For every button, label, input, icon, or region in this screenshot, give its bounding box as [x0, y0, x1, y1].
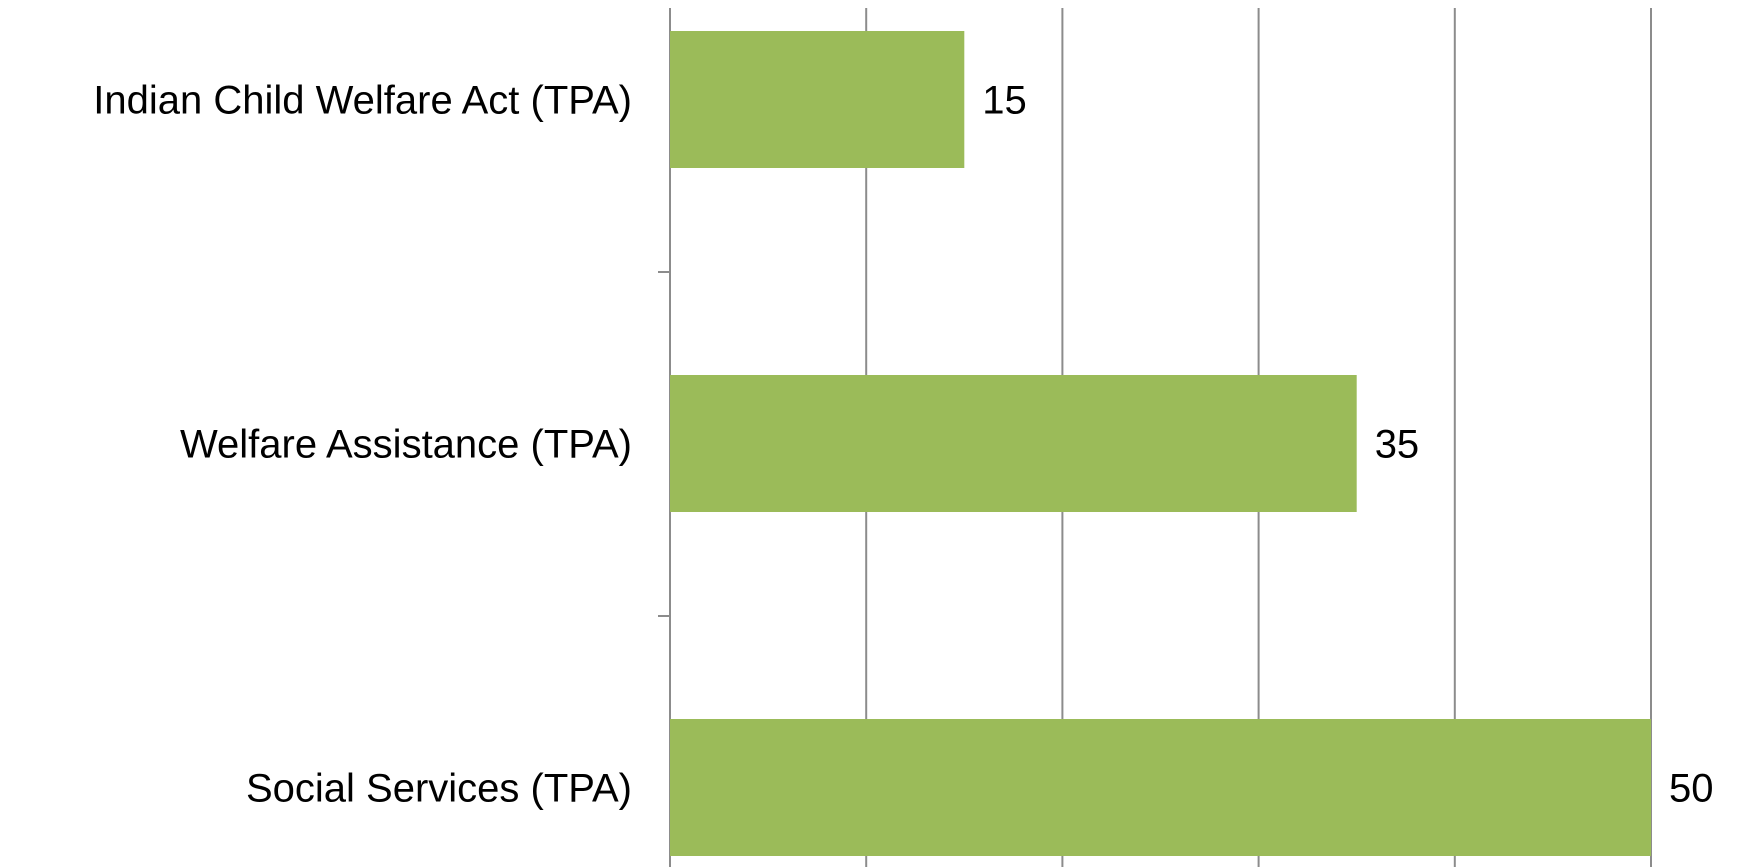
category-label: Welfare Assistance (TPA): [180, 423, 632, 467]
value-label: 15: [982, 79, 1027, 123]
bar: [670, 719, 1651, 856]
bar: [670, 375, 1357, 512]
value-label: 50: [1669, 767, 1714, 811]
category-label: Indian Child Welfare Act (TPA): [93, 79, 632, 123]
category-label: Social Services (TPA): [246, 767, 632, 811]
bar: [670, 31, 965, 168]
value-label: 35: [1375, 423, 1420, 467]
